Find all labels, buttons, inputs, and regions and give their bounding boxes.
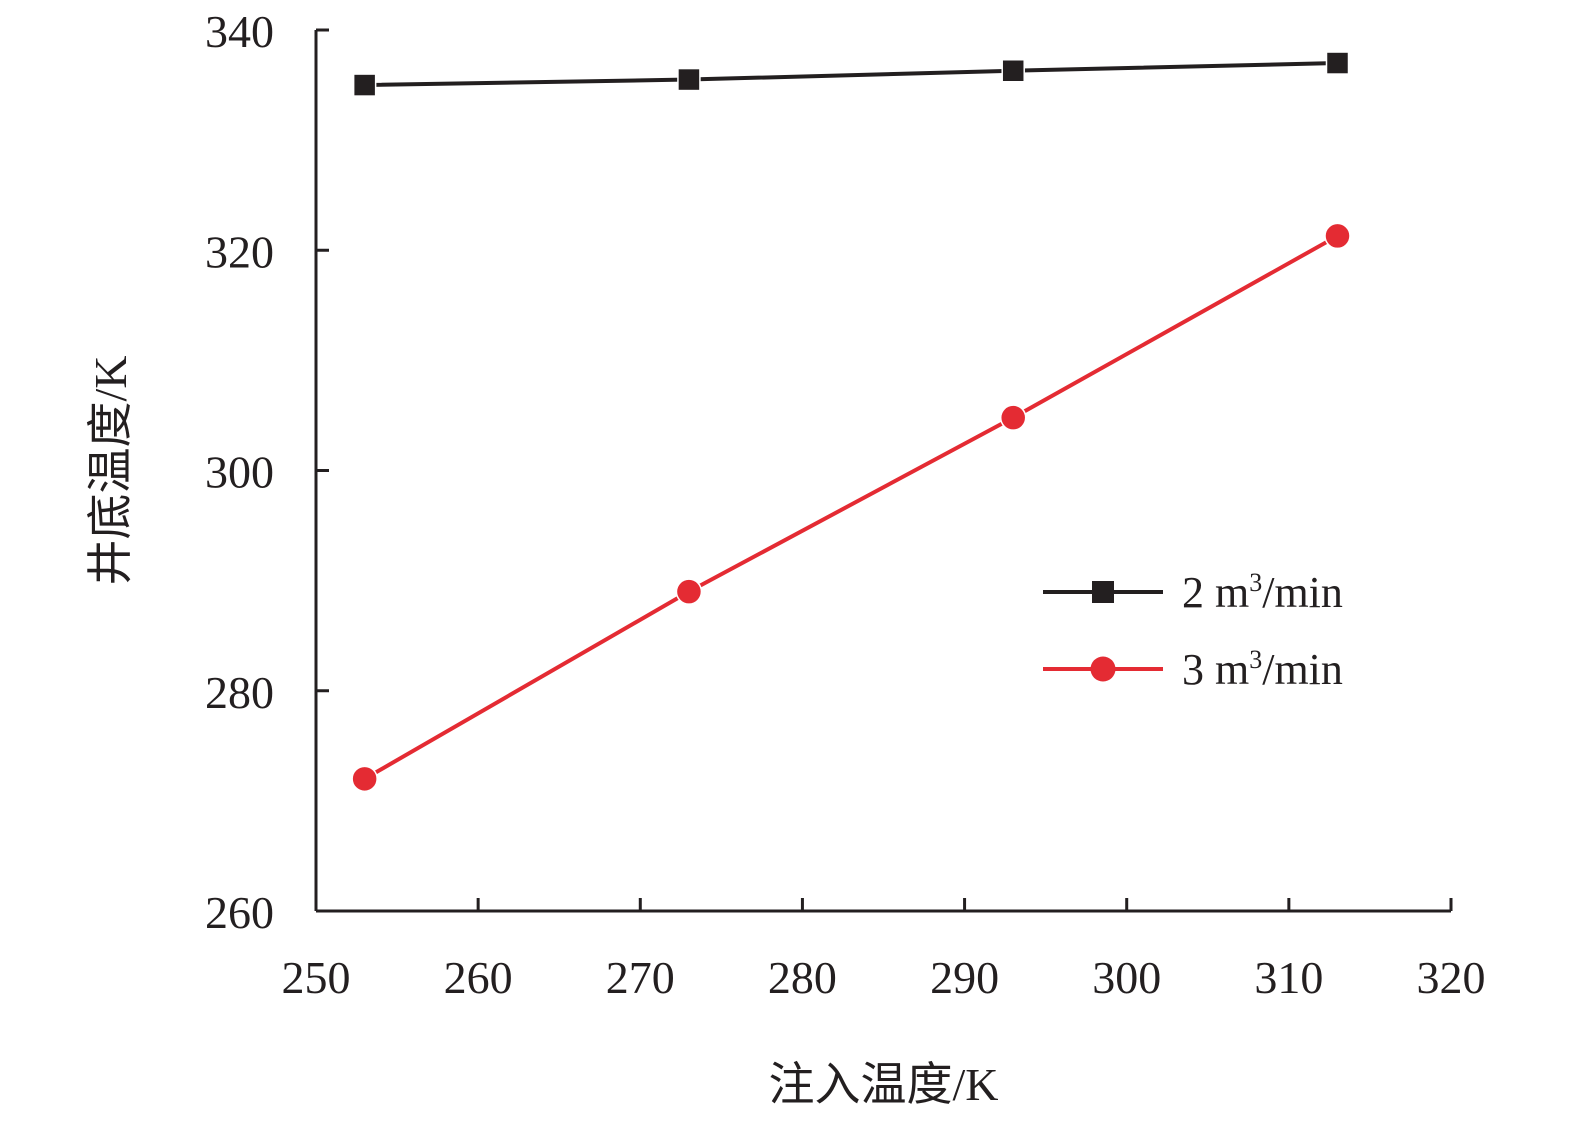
- y-tick-label: 340: [205, 6, 274, 57]
- x-tick-label: 250: [282, 952, 351, 1003]
- y-axis-title: 井底温度/K: [85, 356, 136, 586]
- x-tick-label: 310: [1254, 952, 1323, 1003]
- x-axis-title: 注入温度/K: [769, 1059, 999, 1110]
- series-layer: [351, 51, 1351, 793]
- y-tick-label: 300: [205, 447, 274, 498]
- legend-label: 3 m3/min: [1182, 645, 1343, 694]
- legend-unit-sup: 3: [1249, 568, 1262, 597]
- series-2-line: [363, 234, 1339, 781]
- series-2-point: [999, 404, 1027, 431]
- axes: [314, 30, 1451, 913]
- legend-unit-sup: 3: [1249, 645, 1262, 674]
- series-1-point: [677, 67, 701, 92]
- legend-value: 2: [1182, 568, 1215, 617]
- y-tick-label: 260: [205, 887, 274, 938]
- series-1-point: [1001, 58, 1025, 83]
- legend-item-2: 3 m3/min: [1043, 645, 1343, 694]
- legend-unit: m: [1215, 645, 1249, 694]
- series-1-line: [364, 61, 1338, 88]
- x-tick-label: 320: [1417, 952, 1486, 1003]
- series-2-point: [351, 765, 378, 793]
- legend-value: 3: [1182, 645, 1215, 694]
- y-tick-label: 320: [205, 226, 274, 277]
- legend-marker-square: [1092, 581, 1114, 603]
- y-tick-label: 280: [205, 667, 274, 718]
- x-tick-label: 260: [444, 952, 513, 1003]
- y-ticks: 260 280 300 320 340: [205, 6, 329, 938]
- legend-label: 2 m3/min: [1182, 568, 1343, 617]
- x-ticks: 250 260 270 280 290 300 310 320: [282, 898, 1486, 1003]
- series-2: [351, 222, 1351, 793]
- x-tick-label: 290: [930, 952, 999, 1003]
- legend-marker-circle: [1090, 656, 1116, 682]
- legend-unit: m: [1215, 568, 1249, 617]
- legend-unit-rest: /min: [1262, 645, 1343, 694]
- series-1-point: [1325, 51, 1350, 75]
- x-tick-label: 280: [768, 952, 837, 1003]
- series-1: [352, 51, 1350, 97]
- series-2-point: [1324, 222, 1351, 250]
- legend-unit-rest: /min: [1262, 568, 1343, 617]
- series-2-point: [675, 578, 703, 605]
- x-tick-label: 270: [606, 952, 675, 1003]
- x-tick-label: 300: [1092, 952, 1161, 1003]
- series-1-point: [352, 73, 377, 97]
- legend-item-1: 2 m3/min: [1043, 568, 1343, 617]
